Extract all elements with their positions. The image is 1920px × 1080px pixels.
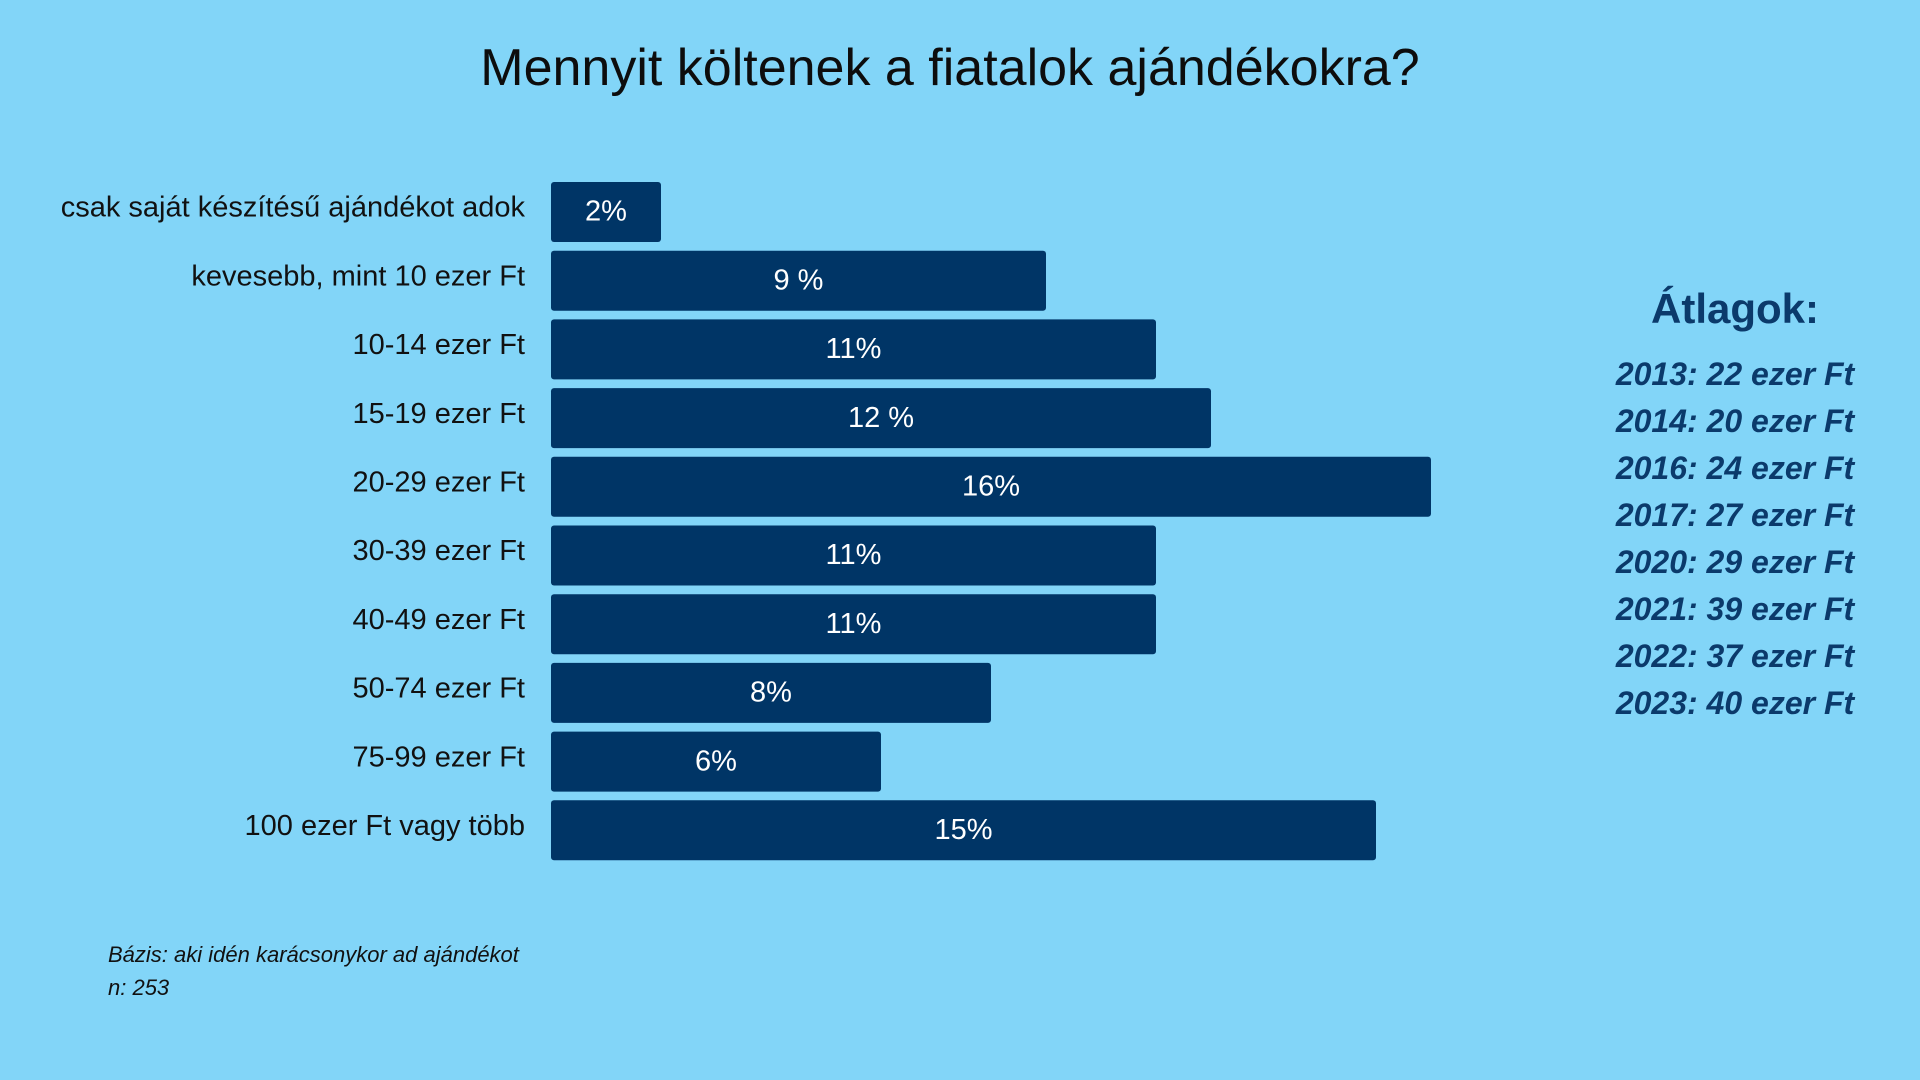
bar-chart: csak saját készítésű ajándékot adok 2% kev… [61,182,1431,861]
bar [551,594,1156,655]
chart-title: Mennyit költenek a fiatalok ajándékokra? [480,39,1420,97]
category-label: 20-29 ezer Ft [353,466,525,498]
data-label: 16% [962,470,1020,502]
bar [551,456,1431,517]
footnote: Bázis: aki idén karácsonykor ad ajándéko… [108,938,519,1004]
data-label: 12 % [848,402,914,434]
average-item: 2013: 22 ezer Ft [1615,356,1855,392]
bar [551,182,661,242]
bar [551,731,881,792]
data-label: 6% [695,745,737,777]
category-label: 40-49 ezer Ft [353,604,525,636]
bar [551,250,1046,311]
averages-list: 2013: 22 ezer Ft 2014: 20 ezer Ft 2016: … [1585,351,1885,727]
average-item: 2022: 37 ezer Ft [1615,638,1855,674]
data-label: 2% [585,196,627,228]
category-label: 10-14 ezer Ft [353,329,525,361]
category-label: 75-99 ezer Ft [353,741,525,773]
data-label: 11% [826,608,882,640]
average-item: 2016: 24 ezer Ft [1615,450,1855,486]
category-label: csak saját készítésű ajándékot adok [61,192,526,224]
category-label: kevesebb, mint 10 ezer Ft [191,260,525,292]
bar [551,800,1376,861]
bar [551,388,1211,449]
category-label: 30-39 ezer Ft [353,535,525,567]
data-label: 15% [934,814,992,846]
average-item: 2020: 29 ezer Ft [1615,544,1855,580]
data-label: 8% [750,677,792,709]
data-label: 11% [826,333,882,365]
average-item: 2021: 39 ezer Ft [1615,591,1855,627]
data-label: 11% [826,539,882,571]
bar [551,662,991,723]
bar [551,319,1156,380]
average-item: 2014: 20 ezer Ft [1615,403,1855,439]
category-label: 50-74 ezer Ft [353,673,525,705]
data-label: 9 % [774,264,824,296]
category-label: 15-19 ezer Ft [353,398,525,430]
category-label: 100 ezer Ft vagy több [245,810,526,842]
averages-panel: Átlagok: 2013: 22 ezer Ft 2014: 20 ezer … [1585,285,1885,727]
average-item: 2023: 40 ezer Ft [1615,685,1855,721]
averages-title: Átlagok: [1651,285,1819,332]
average-item: 2017: 27 ezer Ft [1615,497,1855,533]
footnote-sample-size: n: 253 [108,975,170,1000]
bar [551,525,1156,586]
footnote-base: Bázis: aki idén karácsonykor ad ajándéko… [108,942,519,967]
